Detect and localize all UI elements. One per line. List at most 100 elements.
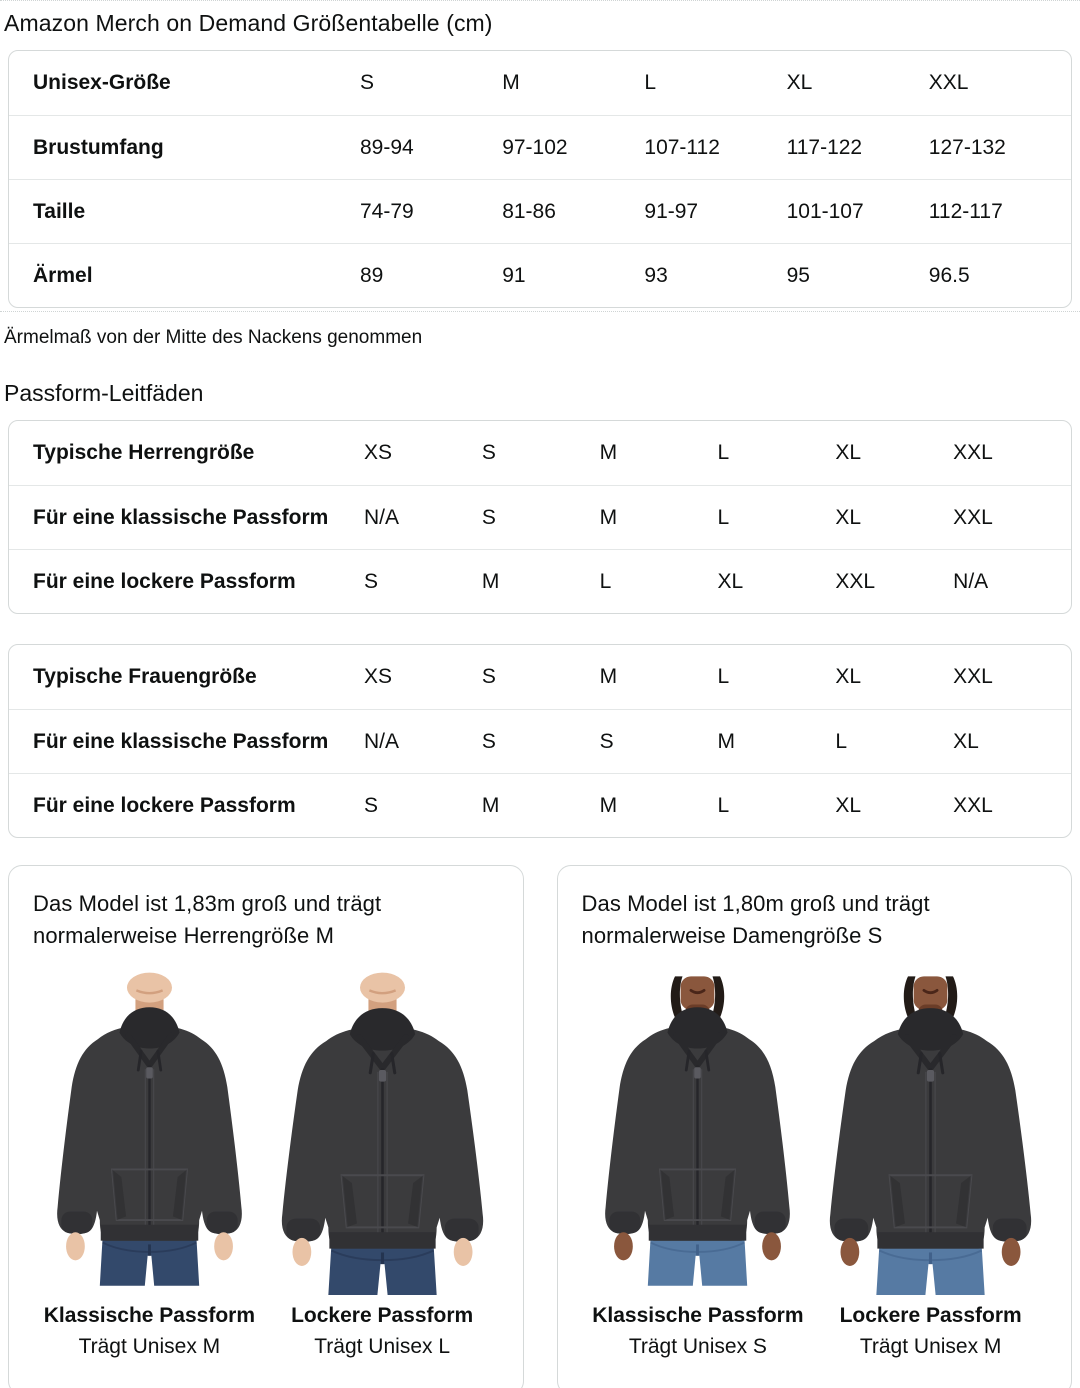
size-cell: S [364,569,379,593]
size-cell: 107-112 [644,135,720,159]
size-cell: 89 [360,263,384,287]
size-cell: XXL [953,505,993,529]
size-cell: XL [835,793,862,817]
size-cell: 91-97 [644,199,699,223]
model-card-description: Das Model ist 1,80m groß und trägt norma… [581,891,930,948]
model-photos: Klassische Passform Trägt Unisex S [582,966,1048,1359]
size-cell: XS [364,441,393,464]
size-cell: M [481,793,500,817]
size-cell: M [481,569,500,593]
size-cell: 89-94 [360,135,414,159]
model-photo-women-loose [818,966,1043,1296]
size-cell: 112-117 [928,199,1003,223]
size-cell: L [717,793,730,817]
row-label: Ärmel [33,263,93,287]
size-cell: M [599,441,618,464]
model-loose: Lockere Passform Trägt Unisex M [814,966,1047,1359]
size-cell: 74-79 [360,199,414,223]
size-cell: L [717,505,730,529]
size-cell: M [502,71,520,94]
size-cell: XL [717,569,744,593]
fit-caption-title: Klassische Passform [592,1303,804,1327]
model-classic: Klassische Passform Trägt Unisex M [33,966,266,1359]
size-cell: M [599,505,618,529]
size-cell: L [835,729,848,753]
model-cards: Das Model ist 1,83m groß und trägt norma… [8,865,1072,1388]
size-cell: XXL [953,441,993,464]
size-cell: XL [835,505,862,529]
size-cell: XL [786,71,813,94]
fit-guides-title: Passform-Leitfäden [4,380,204,406]
size-cell: L [717,441,730,464]
size-cell: 117-122 [786,135,863,159]
page-title: Amazon Merch on Demand Größentabelle (cm… [4,10,493,36]
mens-model-card: Das Model ist 1,83m groß und trägt norma… [8,865,524,1388]
size-cell: XL [835,441,862,464]
size-cell: L [644,71,657,94]
model-photo-women-classic [585,966,810,1296]
fit-caption: Lockere Passform Trägt Unisex L [291,1304,473,1359]
fit-caption-sub: Trägt Unisex S [628,1334,767,1358]
size-cell: 81-86 [502,199,556,223]
size-cell: XXL [953,793,993,817]
row-label: Für eine klassische Passform [33,729,329,753]
size-cell: L [717,665,730,688]
row-label: Für eine lockere Passform [33,793,296,817]
fit-row: Für eine klassische Passform N/A S S M L… [9,709,1071,773]
size-cell: M [599,665,618,688]
womens-fit-table: Typische Frauengröße XS S M L XL XXL Für… [8,644,1072,838]
size-cell: 93 [644,263,668,287]
size-table-header-row: Unisex-Größe S M L XL XXL [9,51,1071,115]
mens-fit-table: Typische Herrengröße XS S M L XL XXL Für… [8,420,1072,614]
size-cell: S [360,71,375,94]
table-bottom-divider [0,311,1080,312]
size-cell: XL [835,665,862,688]
fit-caption: Klassische Passform Trägt Unisex M [44,1304,255,1359]
size-cell: N/A [364,729,400,753]
fit-caption-title: Klassische Passform [43,1303,256,1327]
fit-caption-title: Lockere Passform [291,1303,474,1327]
model-photo-men-classic [37,966,262,1296]
size-table: Unisex-Größe S M L XL XXL Brustumfang 89… [8,50,1072,308]
size-cell: N/A [953,569,989,593]
size-cell: 95 [786,263,810,287]
fit-caption: Lockere Passform Trägt Unisex M [840,1304,1022,1359]
fit-caption-sub: Trägt Unisex M [859,1334,1002,1358]
size-cell: L [599,569,612,593]
size-cell: S [481,505,496,529]
size-table-footnote: Ärmelmaß von der Mitte des Nackens genom… [4,327,423,348]
size-cell: N/A [364,505,400,529]
size-cell: XXL [953,665,993,688]
row-label: Typische Frauengröße [33,665,257,688]
size-cell: M [599,793,618,817]
fit-row: Für eine lockere Passform S M M L XL XXL [9,773,1071,837]
size-cell: 97-102 [502,135,568,159]
size-cell: S [481,729,496,753]
size-cell: S [481,441,496,464]
model-photo-men-loose [270,966,495,1296]
fit-caption-title: Lockere Passform [839,1303,1022,1327]
size-cell: XXL [835,569,876,593]
row-label: Für eine lockere Passform [33,569,296,593]
size-cell: 96.5 [928,263,970,287]
fit-caption-sub: Trägt Unisex L [314,1334,451,1358]
row-label: Für eine klassische Passform [33,505,329,529]
fit-row: Typische Herrengröße XS S M L XL XXL [9,421,1071,485]
row-label: Typische Herrengröße [33,441,255,464]
fit-row: Für eine lockere Passform S M L XL XXL N… [9,549,1071,613]
size-cell: XXL [928,71,969,94]
size-cell: 127-132 [928,135,1006,159]
top-divider [0,0,1080,1]
row-label: Taille [33,199,86,223]
fit-caption-sub: Trägt Unisex M [78,1334,221,1358]
model-card-description: Das Model ist 1,83m groß und trägt norma… [33,891,382,948]
size-cell: XL [953,729,979,753]
size-cell: S [599,729,614,753]
size-cell: M [717,729,736,753]
fit-row: Typische Frauengröße XS S M L XL XXL [9,645,1071,709]
fit-caption: Klassische Passform Trägt Unisex S [592,1304,803,1359]
size-cell: 101-107 [786,199,864,223]
size-cell: XS [364,665,393,688]
fit-row: Für eine klassische Passform N/A S M L X… [9,485,1071,549]
